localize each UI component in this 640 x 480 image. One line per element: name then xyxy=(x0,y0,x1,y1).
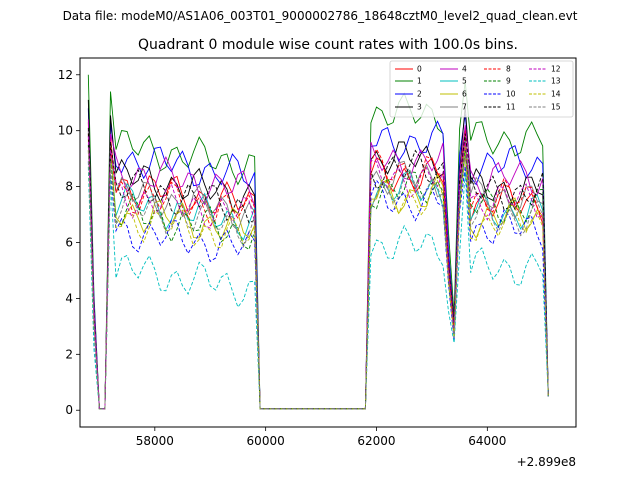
legend-label: 8 xyxy=(506,65,511,74)
series-line-11 xyxy=(87,127,549,410)
y-tick-label: 12 xyxy=(58,68,73,82)
y-tick-label: 2 xyxy=(65,347,73,361)
y-axis: 0 2 4 6 8 10 12 xyxy=(58,68,80,417)
legend-label: 1 xyxy=(417,77,422,86)
series-line-15 xyxy=(87,150,549,410)
legend-label: 5 xyxy=(462,77,467,86)
legend-label: 3 xyxy=(417,103,422,112)
legend-label: 0 xyxy=(417,65,422,74)
legend-label: 2 xyxy=(417,90,422,99)
x-tick-label: 60000 xyxy=(247,434,285,448)
legend-frame xyxy=(389,60,574,118)
legend-label: 10 xyxy=(506,90,516,99)
y-tick-label: 4 xyxy=(65,291,73,305)
legend-label: 13 xyxy=(551,77,561,86)
x-axis: 58000 60000 62000 64000 xyxy=(136,427,506,448)
x-tick-label: 64000 xyxy=(468,434,506,448)
legend-label: 14 xyxy=(551,90,561,99)
series-line-8 xyxy=(87,133,549,410)
chart-title: Quadrant 0 module wise count rates with … xyxy=(138,37,518,53)
series-line-13 xyxy=(87,166,549,410)
legend-label: 9 xyxy=(506,77,511,86)
y-tick-label: 10 xyxy=(58,124,73,138)
legend-label: 11 xyxy=(506,103,516,112)
series-line-14 xyxy=(87,150,549,410)
y-tick-label: 8 xyxy=(65,180,73,194)
legend-label: 4 xyxy=(462,65,467,74)
legend-label: 15 xyxy=(551,103,561,112)
series-group xyxy=(87,74,549,410)
x-tick-label: 62000 xyxy=(357,434,395,448)
x-offset-text: +2.899e8 xyxy=(517,455,576,469)
y-tick-label: 0 xyxy=(65,403,73,417)
series-line-10 xyxy=(87,161,549,410)
legend-label: 12 xyxy=(551,65,561,74)
figure-suptitle: Data file: modeM0/AS1A06_003T01_90000027… xyxy=(63,9,578,23)
x-tick-label: 58000 xyxy=(136,434,174,448)
legend-label: 7 xyxy=(462,103,467,112)
y-tick-label: 6 xyxy=(65,236,73,250)
legend-label: 6 xyxy=(462,90,467,99)
